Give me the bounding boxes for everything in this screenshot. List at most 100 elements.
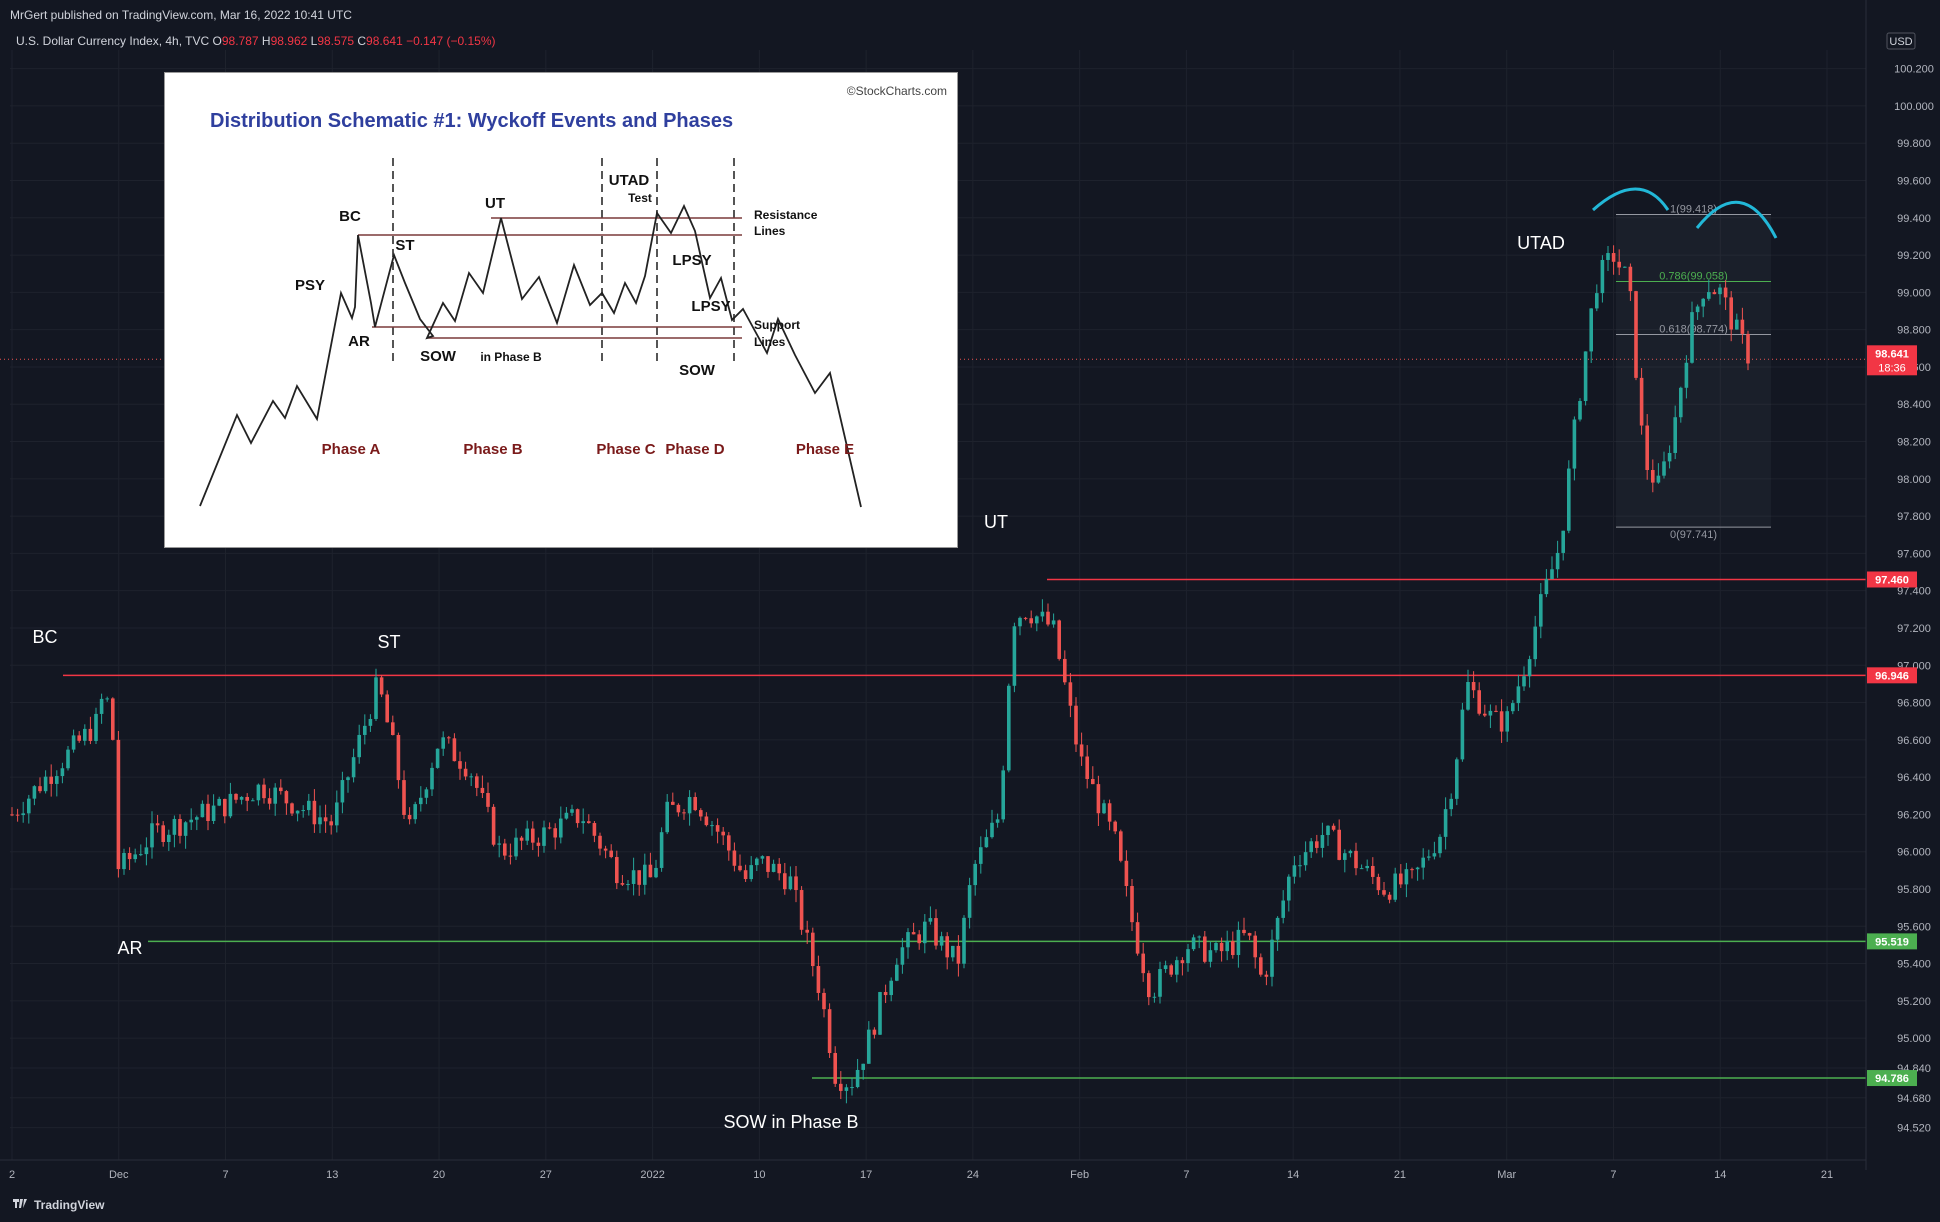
- candle-body: [939, 936, 944, 946]
- candle-body: [239, 796, 244, 800]
- level-tag: [1867, 667, 1917, 684]
- price-tick: 95.600: [1897, 921, 1931, 933]
- candle-body: [1690, 312, 1694, 363]
- candle-body: [407, 814, 412, 820]
- schematic-event-label: Support: [754, 318, 800, 332]
- candle-body: [1404, 869, 1409, 885]
- candle-body: [340, 780, 345, 803]
- candle-body: [1074, 705, 1078, 745]
- price-tick: 99.400: [1897, 213, 1931, 225]
- candle-body: [1645, 425, 1649, 470]
- time-tick: 14: [1287, 1169, 1299, 1181]
- candle-body: [1735, 319, 1739, 330]
- time-tick: 2: [9, 1169, 15, 1181]
- candle-body: [1718, 287, 1722, 295]
- candle-body: [615, 857, 619, 884]
- candle-body: [827, 1009, 832, 1054]
- candle-body: [1247, 933, 1252, 936]
- candle-body: [1382, 890, 1386, 895]
- schematic-event-label: UTAD: [609, 172, 650, 189]
- candle-body: [1410, 869, 1414, 871]
- wyckoff-schematic-image: ©StockCharts.com Distribution Schematic #…: [164, 72, 958, 548]
- candle-body: [21, 813, 25, 816]
- price-tick: 95.400: [1897, 959, 1931, 971]
- candle-body: [1477, 690, 1481, 714]
- candle-body: [1656, 475, 1661, 483]
- schematic-event-label: Lines: [754, 335, 786, 349]
- price-tick: 99.200: [1897, 250, 1931, 262]
- phase-label: Phase C: [596, 441, 655, 458]
- price-tick: 95.000: [1897, 1033, 1931, 1045]
- candle-body: [351, 757, 356, 778]
- candle-body: [1292, 865, 1297, 877]
- candle-body: [1242, 929, 1246, 934]
- candle-body: [1539, 594, 1543, 627]
- candle-body: [984, 837, 989, 848]
- phase-label: Phase B: [463, 441, 522, 458]
- candle-body: [777, 863, 781, 874]
- price-tick: 98.800: [1897, 325, 1931, 337]
- candle-body: [1343, 853, 1347, 860]
- phase-label: Phase A: [322, 441, 381, 458]
- candle-body: [1102, 803, 1106, 814]
- candle-body: [878, 992, 882, 1035]
- time-tick: 7: [1183, 1169, 1189, 1181]
- candle-body: [150, 823, 154, 848]
- candle-body: [855, 1069, 860, 1088]
- candle-body: [1163, 965, 1168, 970]
- candle-body: [811, 932, 815, 967]
- candle-body: [38, 786, 42, 792]
- candle-body: [570, 809, 574, 813]
- candle-body: [497, 843, 501, 845]
- candle-body: [839, 1083, 843, 1091]
- candle-body: [861, 1063, 865, 1070]
- candle-body: [833, 1053, 837, 1084]
- candle-body: [1455, 759, 1459, 799]
- candle-body: [1438, 836, 1442, 854]
- candle-body: [1012, 626, 1017, 686]
- candle-body: [1427, 856, 1431, 858]
- time-tick: 14: [1714, 1169, 1726, 1181]
- schematic-price-path: [199, 203, 862, 508]
- candle-body: [1007, 685, 1011, 771]
- candle-body: [1264, 974, 1269, 977]
- low-value: 98.575: [317, 34, 355, 48]
- candle-body: [951, 945, 955, 958]
- candle-body: [1001, 770, 1005, 820]
- level-tag-label: 97.460: [1875, 574, 1909, 586]
- candle-body: [1057, 620, 1061, 659]
- candle-body: [1219, 942, 1224, 952]
- candle-body: [923, 921, 927, 944]
- candle-body: [1091, 778, 1095, 785]
- candle-body: [956, 945, 961, 964]
- price-tick: 99.600: [1897, 176, 1931, 188]
- schematic-event-label: BC: [339, 208, 361, 225]
- schematic-event-label: AR: [348, 333, 370, 350]
- time-axis[interactable]: 2 Dec 7 13 20 27 2022 10 17 24 Feb 7 14 21 Mar 7 14 21: [0, 1159, 1866, 1181]
- candle-body: [844, 1087, 849, 1091]
- candle-body: [71, 735, 76, 750]
- candle-body: [525, 828, 529, 841]
- candle-body: [1443, 809, 1448, 837]
- candle-body: [430, 767, 434, 790]
- candle-body: [475, 776, 479, 788]
- candle-body: [1572, 419, 1577, 469]
- annotation-label: BC: [32, 627, 57, 647]
- candle-body: [1141, 953, 1145, 974]
- candle-body: [1158, 969, 1162, 997]
- candle-body: [1270, 939, 1274, 977]
- horizontal-lines: [0, 358, 1866, 1079]
- annotation-label: AR: [117, 938, 142, 958]
- candle-body: [1096, 784, 1101, 814]
- candle-body: [1567, 468, 1571, 531]
- price-axis[interactable]: USD 100.200 100.000 99.800 99.600 99.400 99.20…: [1865, 0, 1940, 1222]
- candle-body: [1488, 710, 1493, 716]
- candle-body: [1483, 713, 1487, 716]
- schematic-event-label: Test: [628, 191, 652, 205]
- candle-body: [1740, 319, 1745, 334]
- annotation-label: UT: [984, 512, 1008, 532]
- candle-body: [1275, 917, 1280, 940]
- candle-body: [1337, 829, 1341, 860]
- candle-body: [794, 876, 798, 891]
- time-tick: 21: [1821, 1169, 1833, 1181]
